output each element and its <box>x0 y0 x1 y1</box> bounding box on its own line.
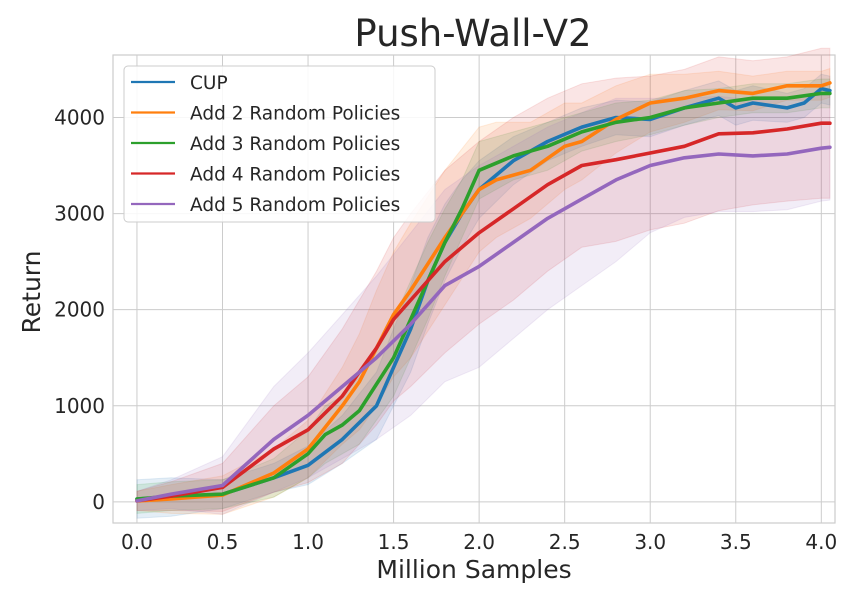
x-tick-label: 2.5 <box>549 530 581 554</box>
x-tick-label: 4.0 <box>805 530 837 554</box>
chart-title: Push-Wall-V2 <box>354 12 591 55</box>
legend-entry-1: Add 2 Random Policies <box>190 104 400 125</box>
y-tick-label: 1000 <box>54 394 105 418</box>
y-tick-label: 4000 <box>54 105 105 129</box>
y-axis-label: Return <box>17 251 46 334</box>
confidence-band-0 <box>136 73 831 519</box>
series-line-1 <box>135 81 832 503</box>
x-tick-label: 0.0 <box>121 530 153 554</box>
x-axis-label: Million Samples <box>376 555 571 584</box>
series-line-0 <box>135 86 832 501</box>
series-line-2 <box>135 91 832 501</box>
x-tick-label: 0.5 <box>207 530 239 554</box>
legend-entry-4: Add 5 Random Policies <box>190 195 400 216</box>
y-tick-label: 0 <box>92 490 105 514</box>
x-tick-label: 2.0 <box>463 530 495 554</box>
legend-entry-2: Add 3 Random Policies <box>190 134 400 155</box>
x-tick-labels: 0.0 0.5 1.0 1.5 2.0 2.5 3.0 3.5 4.0 <box>121 530 837 554</box>
legend-entry-0: CUP <box>190 73 228 94</box>
y-tick-label: 2000 <box>54 298 105 322</box>
legend-entry-3: Add 4 Random Policies <box>190 165 400 186</box>
x-tick-label: 1.0 <box>292 530 324 554</box>
series-lines <box>135 81 832 503</box>
legend-box <box>123 65 436 223</box>
legend: CUP Add 2 Random Policies Add 3 Random Pol… <box>123 65 436 223</box>
series-line-4 <box>135 145 832 503</box>
y-tick-labels: 0 1000 2000 3000 4000 <box>54 105 105 513</box>
series-line-3 <box>135 121 832 503</box>
y-tick-label: 3000 <box>54 202 105 226</box>
confidence-band-4 <box>136 93 831 515</box>
x-tick-label: 3.0 <box>634 530 666 554</box>
x-tick-label: 1.5 <box>378 530 410 554</box>
x-tick-label: 3.5 <box>720 530 752 554</box>
